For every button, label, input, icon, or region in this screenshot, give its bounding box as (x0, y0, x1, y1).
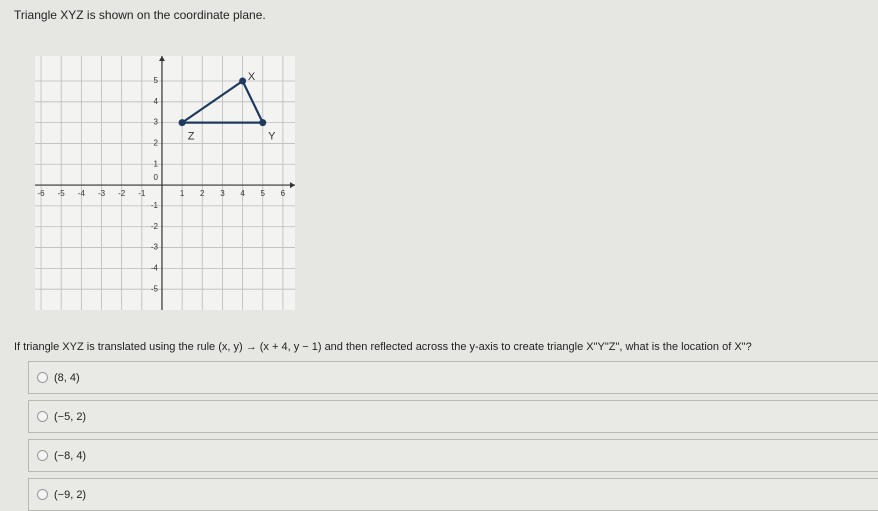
vertex (178, 119, 186, 127)
plane-background (35, 56, 295, 310)
y-tick-label: -5 (151, 284, 159, 293)
y-tick-label: -4 (151, 263, 159, 272)
answer-option[interactable]: (−8, 4) (28, 439, 878, 472)
x-tick-label: 4 (240, 189, 245, 198)
origin-label: 0 (154, 173, 159, 182)
vertex-label: Y (268, 131, 276, 143)
x-tick-label: -3 (98, 189, 106, 198)
x-tick-label: -1 (138, 189, 146, 198)
x-tick-label: 3 (220, 189, 225, 198)
y-tick-label: 5 (154, 76, 159, 85)
vertex-label: X (248, 71, 256, 83)
y-tick-label: 2 (154, 139, 159, 148)
x-tick-label: -6 (37, 189, 45, 198)
y-tick-label: -3 (151, 243, 159, 252)
answer-option[interactable]: (−5, 2) (28, 400, 878, 433)
x-tick-label: 2 (200, 189, 205, 198)
vertex-label: Z (188, 131, 195, 143)
x-tick-label: 1 (180, 189, 185, 198)
y-tick-label: 4 (154, 97, 159, 106)
y-tick-label: -2 (151, 222, 159, 231)
prompt-text: If triangle XYZ is translated using the … (14, 341, 752, 353)
radio-button[interactable] (37, 450, 48, 461)
radio-button[interactable] (37, 489, 48, 500)
coordinate-plane: -6 -5 -4 -3 -2 -1 1 2 3 4 5 6 -5 -4 -3 -2 -1 1 2 3 4 5 0 X Y Z (35, 56, 295, 310)
radio-button[interactable] (37, 372, 48, 383)
x-tick-label: -4 (78, 189, 86, 198)
question-text: Triangle XYZ is shown on the coordinate … (14, 8, 266, 22)
vertex (239, 77, 247, 85)
x-tick-label: -5 (58, 189, 66, 198)
option-text: (−9, 2) (54, 488, 87, 501)
option-text: (−8, 4) (54, 449, 87, 462)
x-tick-label: 5 (261, 189, 266, 198)
option-text: (−5, 2) (54, 410, 87, 423)
y-tick-label: 3 (154, 118, 159, 127)
x-tick-label: 6 (281, 189, 286, 198)
answer-option[interactable]: (−9, 2) (28, 478, 878, 511)
y-tick-label: -1 (151, 201, 159, 210)
y-tick-label: 1 (154, 159, 159, 168)
answer-option[interactable]: (8, 4) (28, 361, 878, 394)
triangle (178, 79, 265, 124)
vertex (259, 119, 267, 127)
x-tick-label: -2 (118, 189, 126, 198)
option-text: (8, 4) (54, 371, 80, 384)
radio-button[interactable] (37, 411, 48, 422)
